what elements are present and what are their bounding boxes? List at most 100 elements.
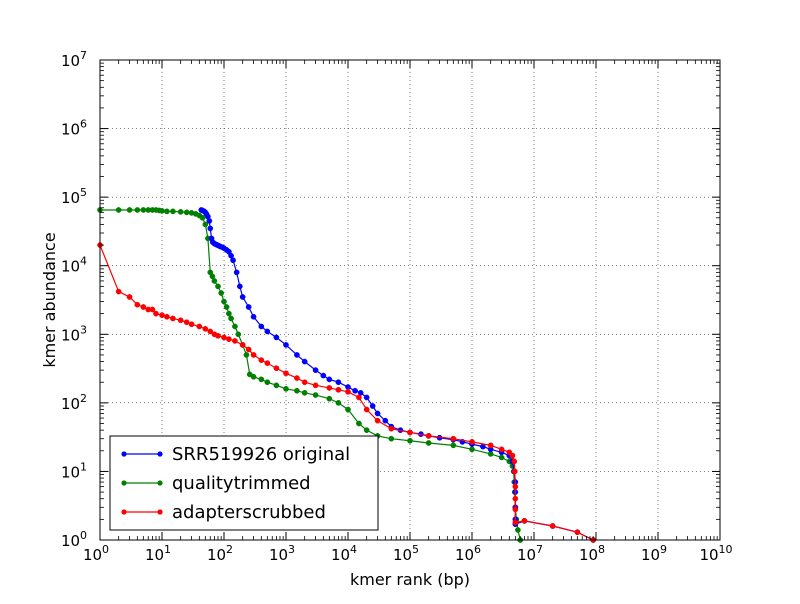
x-tick-label-base: 10 [699,546,718,564]
y-tick-label: 103 [61,323,87,344]
y-tick-label: 106 [61,118,87,139]
data-point-qualitytrimmed [221,298,227,305]
data-point-qualitytrimmed [232,323,238,330]
data-point-qualitytrimmed [228,315,234,322]
data-point-adapterscrubbed [183,319,190,326]
x-tick-label-exponent: 9 [660,543,667,556]
data-point-qualitytrimmed [294,387,300,394]
x-tick-label: 100 [83,543,109,564]
x-axis-label: kmer rank (bp) [350,570,470,589]
series-qualitytrimmed [97,207,524,543]
data-point-qualitytrimmed [258,376,265,383]
data-point-adapterscrubbed [170,315,176,322]
data-point-qualitytrimmed [301,389,308,396]
data-point-qualitytrimmed [235,331,242,338]
data-point-adapterscrubbed [196,323,203,330]
data-point-adapterscrubbed [326,385,333,391]
y-tick-label-exponent: 0 [80,529,87,542]
data-point-srr519926-original [233,269,240,276]
data-point-srr519926-original [363,394,370,401]
data-point-srr519926-original [301,358,308,365]
x-tick-label-exponent: 7 [536,543,543,556]
data-point-qualitytrimmed [202,221,209,228]
data-point-qualitytrimmed [218,290,225,296]
series-adapterscrubbed [97,242,597,543]
legend-marker-srr519926-original [121,451,127,457]
data-point-srr519926-original [258,323,265,330]
x-tick-label: 1010 [699,543,732,564]
y-tick-label-base: 10 [61,395,80,413]
data-point-adapterscrubbed [345,388,351,395]
y-tick-label-base: 10 [61,532,80,550]
data-point-adapterscrubbed [294,375,300,381]
data-point-qualitytrimmed [243,352,250,358]
data-point-qualitytrimmed [283,386,289,392]
data-point-adapterscrubbed [134,301,141,308]
data-point-adapterscrubbed [301,379,308,386]
data-point-adapterscrubbed [469,439,475,445]
x-tick-label-exponent: 0 [102,543,109,556]
data-point-qualitytrimmed [273,382,280,389]
data-point-srr519926-original [345,384,351,390]
x-tick-label-base: 10 [207,546,226,564]
data-point-adapterscrubbed [374,417,381,424]
data-point-srr519926-original [382,417,389,424]
x-tick-label: 103 [269,543,295,564]
x-tick-label-exponent: 8 [598,543,605,556]
legend-label-srr519926-original: SRR519926 original [172,444,350,465]
y-tick-label-base: 10 [61,463,80,481]
data-point-qualitytrimmed [223,304,230,310]
data-point-adapterscrubbed [363,406,370,413]
legend-label-adapterscrubbed: adapterscrubbed [172,502,326,523]
data-point-adapterscrubbed [574,529,581,536]
x-tick-label: 101 [145,543,171,564]
y-tick-label-base: 10 [61,121,80,139]
x-tick-label-base: 10 [83,546,102,564]
data-point-adapterscrubbed [226,336,232,342]
y-tick-label-exponent: 6 [80,118,87,131]
axis-ticks: 100 101 102 103 104 105 106 107 108 109 1010100101… [61,49,733,564]
y-tick-label-exponent: 7 [80,49,87,62]
data-point-srr519926-original [230,257,236,264]
x-tick-label-exponent: 4 [350,543,357,556]
grid-lines [100,60,720,540]
data-point-qualitytrimmed [312,392,319,398]
data-point-adapterscrubbed [245,346,252,353]
legend-marker-adapterscrubbed [157,509,163,515]
data-point-adapterscrubbed [512,519,519,526]
data-point-adapterscrubbed [312,382,319,389]
data-point-qualitytrimmed [388,435,395,442]
data-point-srr519926-original [320,372,327,379]
y-tick-label-exponent: 2 [80,392,87,405]
data-point-adapterscrubbed [207,328,214,335]
x-tick-label: 106 [455,543,481,564]
data-point-qualitytrimmed [115,207,122,213]
x-tick-label-exponent: 3 [288,543,295,556]
data-point-adapterscrubbed [140,304,147,310]
data-point-adapterscrubbed [283,370,289,377]
data-point-adapterscrubbed [202,326,209,332]
data-point-srr519926-original [264,328,271,335]
data-point-adapterscrubbed [335,386,342,393]
x-tick-label-base: 10 [269,546,288,564]
data-point-srr519926-original [207,225,214,232]
data-point-adapterscrubbed [149,306,156,313]
x-tick-label-exponent: 10 [719,543,733,556]
data-point-qualitytrimmed [211,278,218,284]
data-point-adapterscrubbed [509,452,516,459]
data-point-srr519926-original [250,313,257,320]
y-tick-label-base: 10 [61,326,80,344]
data-point-adapterscrubbed [115,288,122,295]
data-point-srr519926-original [236,283,243,290]
data-point-adapterscrubbed [498,446,505,453]
x-tick-label: 109 [641,543,667,564]
data-point-srr519926-original [245,304,252,310]
y-axis-label: kmer abundance [40,232,59,367]
x-tick-label-exponent: 2 [226,543,233,556]
data-point-srr519926-original [294,352,300,358]
data-point-adapterscrubbed [273,365,280,372]
x-tick-label: 108 [579,543,605,564]
data-point-qualitytrimmed [170,208,176,215]
data-point-adapterscrubbed [407,429,413,436]
y-tick-label: 107 [61,49,87,70]
